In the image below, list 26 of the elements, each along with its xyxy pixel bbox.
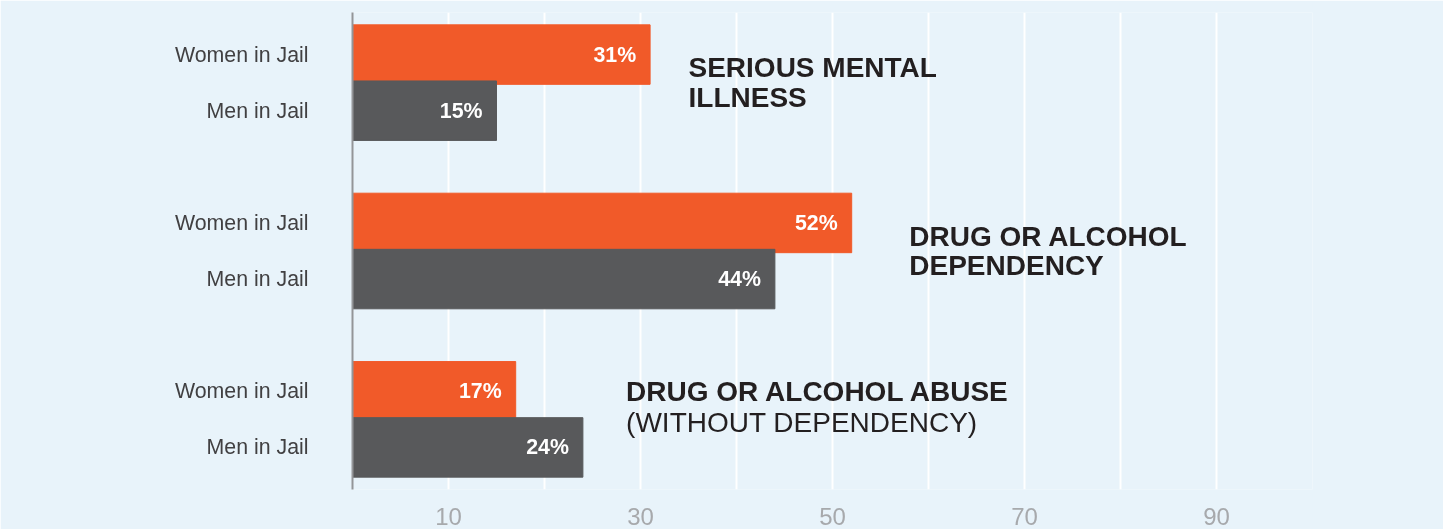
y-tick-label: Men in Jail	[206, 435, 309, 460]
y-tick-label: Men in Jail	[206, 267, 309, 292]
bar	[352, 417, 584, 478]
bar	[352, 24, 651, 85]
x-tick-label: 50	[819, 502, 846, 529]
y-tick-label: Women in Jail	[174, 42, 309, 67]
y-tick-label: Men in Jail	[206, 98, 309, 123]
bar	[352, 248, 776, 310]
bar	[352, 192, 853, 254]
bar	[352, 80, 497, 141]
x-tick-label: 70	[1011, 502, 1038, 529]
annotation: DRUG OR ALCOHOL ABUSE	[626, 375, 1008, 407]
data-label: 44%	[718, 267, 761, 292]
x-tick-label: 90	[1203, 502, 1230, 529]
x-tick-label: 30	[627, 502, 654, 529]
data-label: 24%	[526, 435, 569, 460]
data-label: 17%	[459, 379, 502, 404]
annotation: SERIOUS MENTAL ILLNESS	[688, 52, 937, 113]
annotation: DRUG OR ALCOHOL DEPENDENCY	[909, 220, 1187, 282]
y-tick-label: Women in Jail	[174, 210, 309, 235]
x-tick-label: 10	[435, 502, 462, 529]
data-label: 15%	[439, 98, 483, 123]
data-label: 52%	[795, 210, 838, 235]
annotation: (WITHOUT DEPENDENCY)	[626, 406, 978, 438]
y-tick-label: Women in Jail	[174, 379, 309, 404]
data-label: 31%	[593, 42, 637, 67]
